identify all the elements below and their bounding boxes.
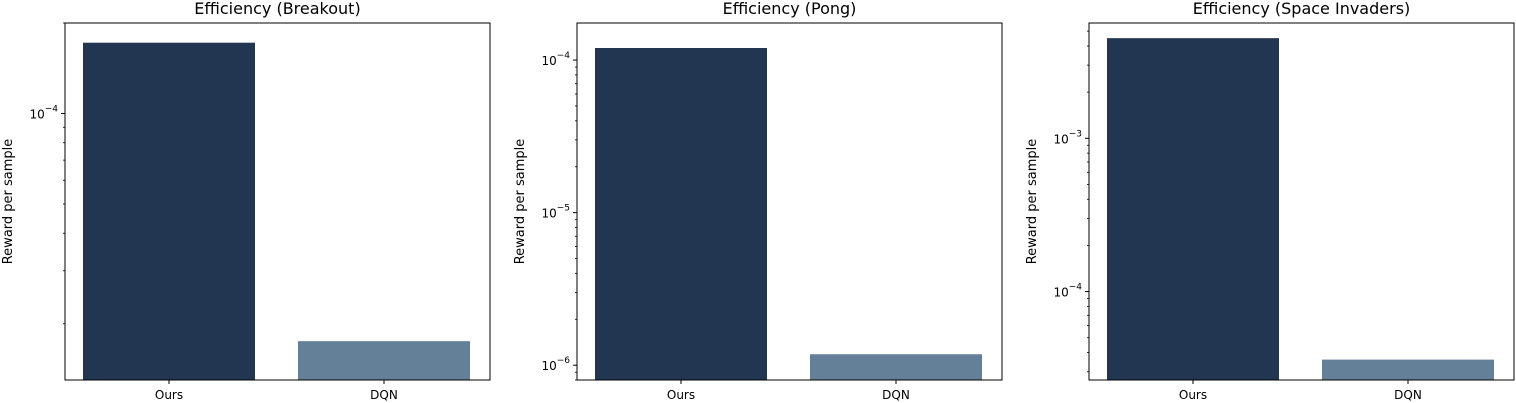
- chart-panel-1: Ours DQN 10−4 Efficiency (Breakout) Reward p…: [1, 0, 491, 402]
- chart-title: Efficiency (Space Invaders): [1193, 0, 1411, 18]
- y-tick-exponent: −4: [1069, 283, 1083, 293]
- bar-dqn: [810, 354, 982, 380]
- plot-frame: [1088, 22, 1515, 381]
- chart-title: Efficiency (Pong): [723, 0, 857, 18]
- y-tick-exponent: −4: [557, 51, 571, 61]
- x-tick-label: Ours: [667, 388, 695, 402]
- y-tick-base: 10: [541, 359, 556, 373]
- bar-dqn: [298, 341, 470, 380]
- y-tick-label: 10−5: [541, 204, 570, 221]
- y-tick-base: 10: [541, 54, 556, 68]
- y-tick-base: 10: [1053, 132, 1068, 146]
- y-tick-label: 10−3: [1053, 129, 1082, 146]
- bar-dqn: [1322, 359, 1494, 380]
- x-tick-label: Ours: [1179, 388, 1207, 402]
- y-axis-label: Reward per sample: [1, 139, 16, 265]
- bar-ours: [83, 42, 255, 380]
- bar-ours: [1107, 38, 1279, 381]
- y-tick-label: 10−4: [29, 105, 58, 122]
- y-tick-exponent: −4: [45, 105, 59, 115]
- x-tick-label: DQN: [882, 388, 910, 402]
- y-tick-base: 10: [541, 207, 556, 221]
- y-tick-base: 10: [29, 108, 44, 122]
- y-tick-exponent: −3: [1069, 129, 1082, 139]
- y-tick-label: 10−6: [541, 356, 570, 373]
- bar-ours: [595, 47, 767, 381]
- y-axis-label: Reward per sample: [1025, 139, 1040, 265]
- y-tick-label: 10−4: [1053, 283, 1082, 300]
- plot-frame: [576, 22, 1003, 381]
- plot-frame: [64, 22, 491, 381]
- x-tick-label: DQN: [370, 388, 398, 402]
- y-axis-label: Reward per sample: [513, 139, 528, 265]
- y-tick-exponent: −5: [557, 204, 570, 214]
- x-tick-label: DQN: [1394, 388, 1422, 402]
- x-tick-label: Ours: [155, 388, 183, 402]
- y-tick-exponent: −6: [557, 356, 571, 366]
- chart-title: Efficiency (Breakout): [194, 0, 360, 18]
- y-tick-base: 10: [1053, 286, 1068, 300]
- y-tick-label: 10−4: [541, 51, 570, 68]
